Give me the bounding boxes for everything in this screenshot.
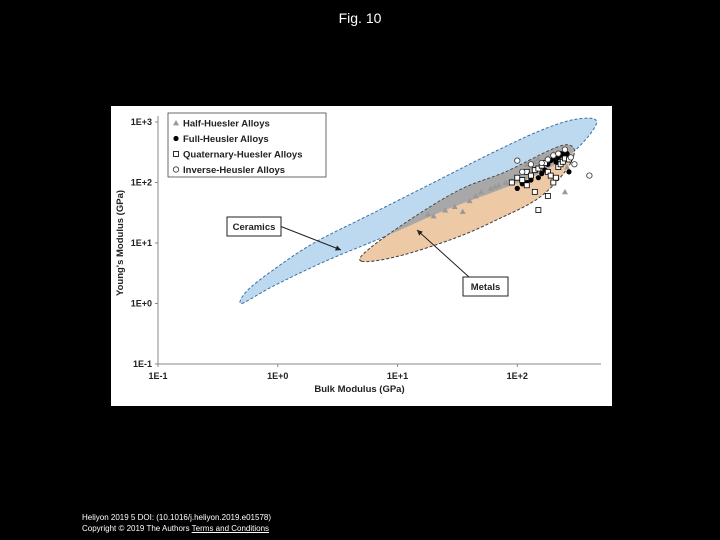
data-point-quaternary-heusler bbox=[550, 179, 557, 186]
data-point-quaternary-heusler bbox=[547, 172, 554, 179]
data-point-half-heusler bbox=[466, 197, 473, 204]
region-ceramics bbox=[239, 117, 598, 305]
annotation-ceramics: Ceramics bbox=[226, 216, 342, 251]
x-tick-label: 1E+1 bbox=[387, 371, 408, 381]
metals-label-box bbox=[462, 276, 509, 297]
data-point-half-heusler bbox=[451, 203, 458, 209]
data-point-quaternary-heusler bbox=[523, 182, 530, 189]
ceramics-label-box bbox=[226, 216, 282, 237]
data-point-quaternary-heusler bbox=[508, 179, 515, 186]
data-point-half-heusler bbox=[502, 179, 509, 185]
figure-panel: 1E-1 1E+0 1E+1 1E+2 1E-1 1E+0 1E+1 1E+2 1E+3 Bulk… bbox=[111, 106, 612, 406]
copyright-text: Copyright © 2019 The Authors bbox=[82, 524, 190, 533]
data-point-quaternary-heusler bbox=[528, 172, 534, 179]
data-point-inverse-heusler bbox=[544, 156, 551, 163]
legend-label-inverse-heusler: Inverse-Heusler Alloys bbox=[183, 165, 285, 176]
metals-arrow-head bbox=[417, 230, 423, 236]
ceramics-arrow-head bbox=[335, 245, 341, 251]
data-point-full-heusler bbox=[553, 159, 559, 165]
y-tick-label: 1E+3 bbox=[131, 117, 152, 127]
data-point-half-heusler bbox=[487, 185, 494, 191]
data-point-quaternary-heusler bbox=[552, 174, 559, 181]
data-point-inverse-heusler bbox=[519, 168, 526, 175]
y-tick-label: 1E+2 bbox=[131, 178, 152, 188]
data-point-half-heusler bbox=[459, 208, 466, 215]
axes-layer: 1E-1 1E+0 1E+1 1E+2 1E-1 1E+0 1E+1 1E+2 1E+3 Bulk… bbox=[115, 116, 601, 395]
citation-text: Heliyon 2019 5 DOI: (10.1016/j.heliyon.2… bbox=[82, 513, 272, 522]
ceramics-label: Ceramics bbox=[233, 222, 276, 233]
annotations-layer: Ceramics Metals bbox=[226, 216, 509, 297]
ceramics-arrow-line bbox=[280, 226, 342, 251]
y-tick-label: 1E-1 bbox=[133, 359, 152, 369]
series-inverse-heusler bbox=[514, 146, 593, 179]
metals-arrow-line bbox=[416, 229, 470, 278]
data-point-half-heusler bbox=[430, 212, 437, 219]
data-point-inverse-heusler bbox=[571, 161, 578, 168]
points-layer bbox=[425, 146, 593, 219]
data-point-quaternary-heusler bbox=[519, 177, 526, 183]
legend: Half-Huesler Alloys Full-Heusler Alloys Qu… bbox=[167, 112, 327, 178]
data-point-full-heusler bbox=[528, 177, 534, 183]
copyright-line: Copyright © 2019 The Authors Terms and C… bbox=[82, 523, 271, 534]
data-point-half-heusler bbox=[563, 164, 570, 170]
y-axis-label: Young's Modulus (GPa) bbox=[115, 190, 126, 296]
data-point-inverse-heusler bbox=[567, 154, 574, 161]
y-tick-label: 1E+1 bbox=[131, 238, 152, 248]
legend-marker-half-heusler bbox=[173, 120, 179, 126]
region-metals-outline bbox=[359, 144, 575, 263]
data-point-half-heusler bbox=[491, 183, 498, 190]
y-tick-label: 1E+0 bbox=[131, 299, 152, 309]
data-point-inverse-heusler bbox=[538, 159, 545, 167]
data-point-inverse-heusler bbox=[586, 172, 593, 179]
data-point-inverse-heusler bbox=[514, 157, 521, 164]
data-point-inverse-heusler bbox=[527, 161, 535, 168]
data-point-quaternary-heusler bbox=[535, 165, 542, 172]
data-point-full-heusler bbox=[514, 185, 520, 191]
data-point-half-heusler bbox=[442, 207, 449, 213]
data-point-half-heusler bbox=[495, 182, 502, 188]
legend-marker-full-heusler bbox=[173, 135, 179, 142]
x-tick-label: 1E+0 bbox=[267, 371, 288, 381]
annotation-metals: Metals bbox=[416, 229, 509, 297]
metals-label: Metals bbox=[471, 282, 501, 293]
data-point-half-heusler bbox=[535, 155, 542, 161]
data-point-inverse-heusler bbox=[555, 150, 562, 157]
x-axis-label: Bulk Modulus (GPa) bbox=[314, 384, 404, 395]
legend-marker-quaternary-heusler bbox=[173, 151, 179, 157]
terms-link[interactable]: Terms and Conditions bbox=[191, 524, 270, 533]
data-point-quaternary-heusler bbox=[531, 188, 538, 195]
data-point-quaternary-heusler bbox=[544, 193, 551, 199]
data-point-half-heusler bbox=[472, 192, 479, 199]
x-tick-label: 1E-1 bbox=[148, 371, 167, 381]
legend-marker-inverse-heusler bbox=[172, 166, 180, 173]
data-point-full-heusler bbox=[539, 171, 545, 177]
data-point-full-heusler bbox=[535, 175, 541, 181]
data-point-full-heusler bbox=[566, 169, 572, 175]
data-point-half-heusler bbox=[478, 188, 485, 195]
data-point-quaternary-heusler bbox=[535, 207, 542, 213]
legend-label-full-heusler: Full-Heusler Alloys bbox=[183, 134, 269, 145]
data-point-inverse-heusler bbox=[561, 146, 569, 153]
chart: 1E-1 1E+0 1E+1 1E+2 1E-1 1E+0 1E+1 1E+2 1E+3 Bulk… bbox=[115, 112, 601, 395]
legend-label-half-heusler: Half-Huesler Alloys bbox=[183, 119, 270, 130]
data-point-quaternary-heusler bbox=[514, 174, 521, 181]
data-point-half-heusler bbox=[561, 188, 568, 195]
slide-title: Fig. 10 bbox=[338, 10, 382, 26]
data-point-half-heusler bbox=[425, 211, 432, 217]
legend-box bbox=[167, 112, 327, 178]
footer: Heliyon 2019 5 DOI: (10.1016/j.heliyon.2… bbox=[82, 512, 271, 534]
legend-label-quaternary-heusler: Quaternary-Huesler Alloys bbox=[183, 150, 303, 161]
x-tick-label: 1E+2 bbox=[507, 371, 528, 381]
